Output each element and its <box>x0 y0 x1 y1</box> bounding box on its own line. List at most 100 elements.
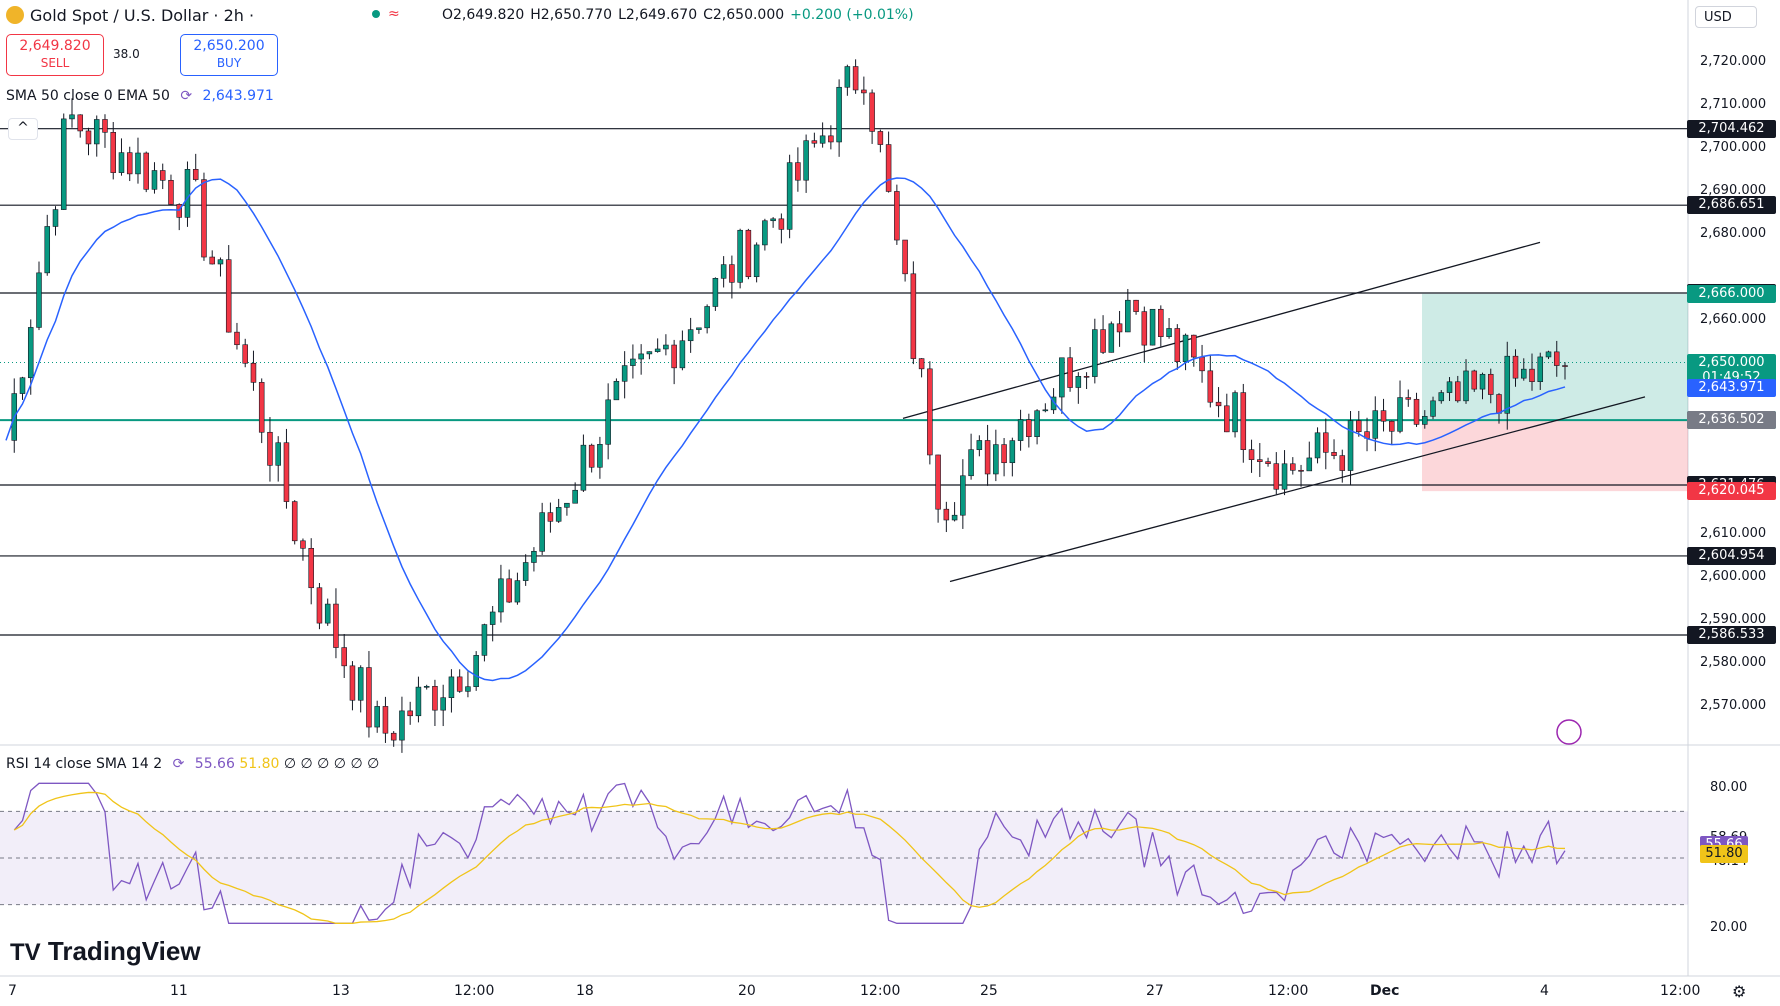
candle-body <box>605 399 611 445</box>
time-axis-label: 18 <box>576 983 594 999</box>
candle-body <box>209 256 215 265</box>
candle-body <box>1248 449 1255 460</box>
candle-body <box>597 444 603 468</box>
candle-body <box>382 706 389 734</box>
price-tag: 2,604.954 <box>1687 546 1776 565</box>
candle-body <box>300 540 306 549</box>
candle-body <box>778 218 785 230</box>
candle-body <box>555 507 562 522</box>
candle-body <box>885 144 892 192</box>
indicator-legend[interactable]: SMA 50 close 0 EMA 50 ⟳ 2,643.971 <box>6 88 274 104</box>
candle-body <box>762 220 768 246</box>
chevron-up-icon: ^ <box>17 120 29 136</box>
candle-body <box>1083 376 1090 378</box>
time-axis-label: Dec <box>1370 983 1400 999</box>
price-axis-label: 2,580.000 <box>1700 655 1767 671</box>
candle-body <box>1273 463 1280 490</box>
collapse-button[interactable]: ^ <box>8 118 38 140</box>
time-axis-label: 12:00 <box>1660 983 1701 999</box>
candle-body <box>1455 381 1461 402</box>
price-tag: 2,704.462 <box>1687 119 1776 138</box>
candle-body <box>1174 328 1181 362</box>
candle-body <box>1026 419 1032 437</box>
time-axis-label: 12:00 <box>860 983 901 999</box>
time-axis-label: 25 <box>980 983 998 999</box>
rsi-sma-line <box>13 791 1566 924</box>
candle-body <box>69 114 75 120</box>
candle-body <box>984 440 991 475</box>
time-axis-label: 13 <box>332 983 350 999</box>
candle-body <box>844 66 851 88</box>
candle-body <box>704 306 710 329</box>
candle-body <box>1067 357 1073 388</box>
candle-body <box>217 259 224 265</box>
candle-body <box>1380 410 1387 422</box>
candle-body <box>679 340 686 369</box>
candle-body <box>1166 328 1172 337</box>
candle-body <box>349 665 356 701</box>
sma-50-line <box>5 177 1566 682</box>
lightning-icon <box>1556 719 1582 745</box>
rsi-legend[interactable]: RSI 14 close SMA 14 2 ⟳ 55.66 51.80 ∅ ∅ … <box>6 756 379 772</box>
loss-zone <box>1422 420 1688 492</box>
candle-body <box>753 244 760 278</box>
candle-body <box>1092 329 1098 377</box>
candle-body <box>819 135 826 144</box>
refresh-icon[interactable]: ⟳ <box>180 88 193 104</box>
candle-body <box>1314 432 1321 459</box>
candle-body <box>1331 452 1337 456</box>
candle-body <box>720 264 727 279</box>
candle-body <box>1240 392 1247 450</box>
candle-body <box>564 502 570 508</box>
candle-body <box>415 686 422 717</box>
candle-body <box>927 368 933 456</box>
candle-body <box>1034 410 1040 437</box>
candle-body <box>737 229 743 283</box>
candle-body <box>1323 432 1329 453</box>
candle-body <box>1347 420 1354 471</box>
candle-body <box>811 140 818 144</box>
rsi-axis-label: 20.00 <box>1710 920 1748 935</box>
candle-body <box>836 86 842 143</box>
channel-upper-line <box>902 241 1541 419</box>
rsi-label: RSI 14 close SMA 14 2 <box>6 756 163 772</box>
candle-body <box>852 66 859 91</box>
candle-body <box>1422 416 1428 425</box>
candle-body <box>1100 329 1106 353</box>
candle-body <box>902 239 908 275</box>
candle-body <box>696 327 702 330</box>
candle-body <box>1265 461 1271 464</box>
settings-gear-icon[interactable]: ⚙ <box>1732 982 1747 1001</box>
time-axis-label: 7 <box>8 983 17 999</box>
price-axis-label: 2,600.000 <box>1700 569 1767 585</box>
ohlc-close: C2,650.000 <box>703 7 785 23</box>
rsi-refresh-icon[interactable]: ⟳ <box>172 756 185 772</box>
candle-body <box>935 454 941 510</box>
buy-button[interactable]: 2,650.200 BUY <box>180 34 278 76</box>
candle-body <box>242 344 248 364</box>
candle-body <box>1017 419 1024 441</box>
candle-body <box>1488 373 1494 395</box>
buy-label: BUY <box>216 56 242 70</box>
candle-body <box>877 131 884 145</box>
price-tag: 2,643.971 <box>1687 379 1776 398</box>
candle-body <box>1199 356 1205 372</box>
candle-body <box>1562 365 1568 367</box>
candle-body <box>1141 311 1148 346</box>
currency-select[interactable]: USD <box>1695 6 1757 28</box>
sell-button[interactable]: 2,649.820 SELL <box>6 34 104 76</box>
candle-body <box>671 344 677 369</box>
rsi-line <box>13 782 1566 924</box>
price-tag: 2,650.000 <box>1687 353 1776 372</box>
price-tag: 2,636.502 <box>1687 411 1776 430</box>
candle-body <box>910 273 917 359</box>
candle-body <box>547 512 554 522</box>
candle-body <box>316 587 323 624</box>
candle-body <box>1512 355 1519 379</box>
rsi-extra: ∅ ∅ ∅ ∅ ∅ ∅ <box>283 756 380 772</box>
price-tag: 2,586.533 <box>1687 626 1776 645</box>
candle-body <box>399 710 405 741</box>
candle-body <box>168 179 174 205</box>
candle-body <box>456 676 463 692</box>
